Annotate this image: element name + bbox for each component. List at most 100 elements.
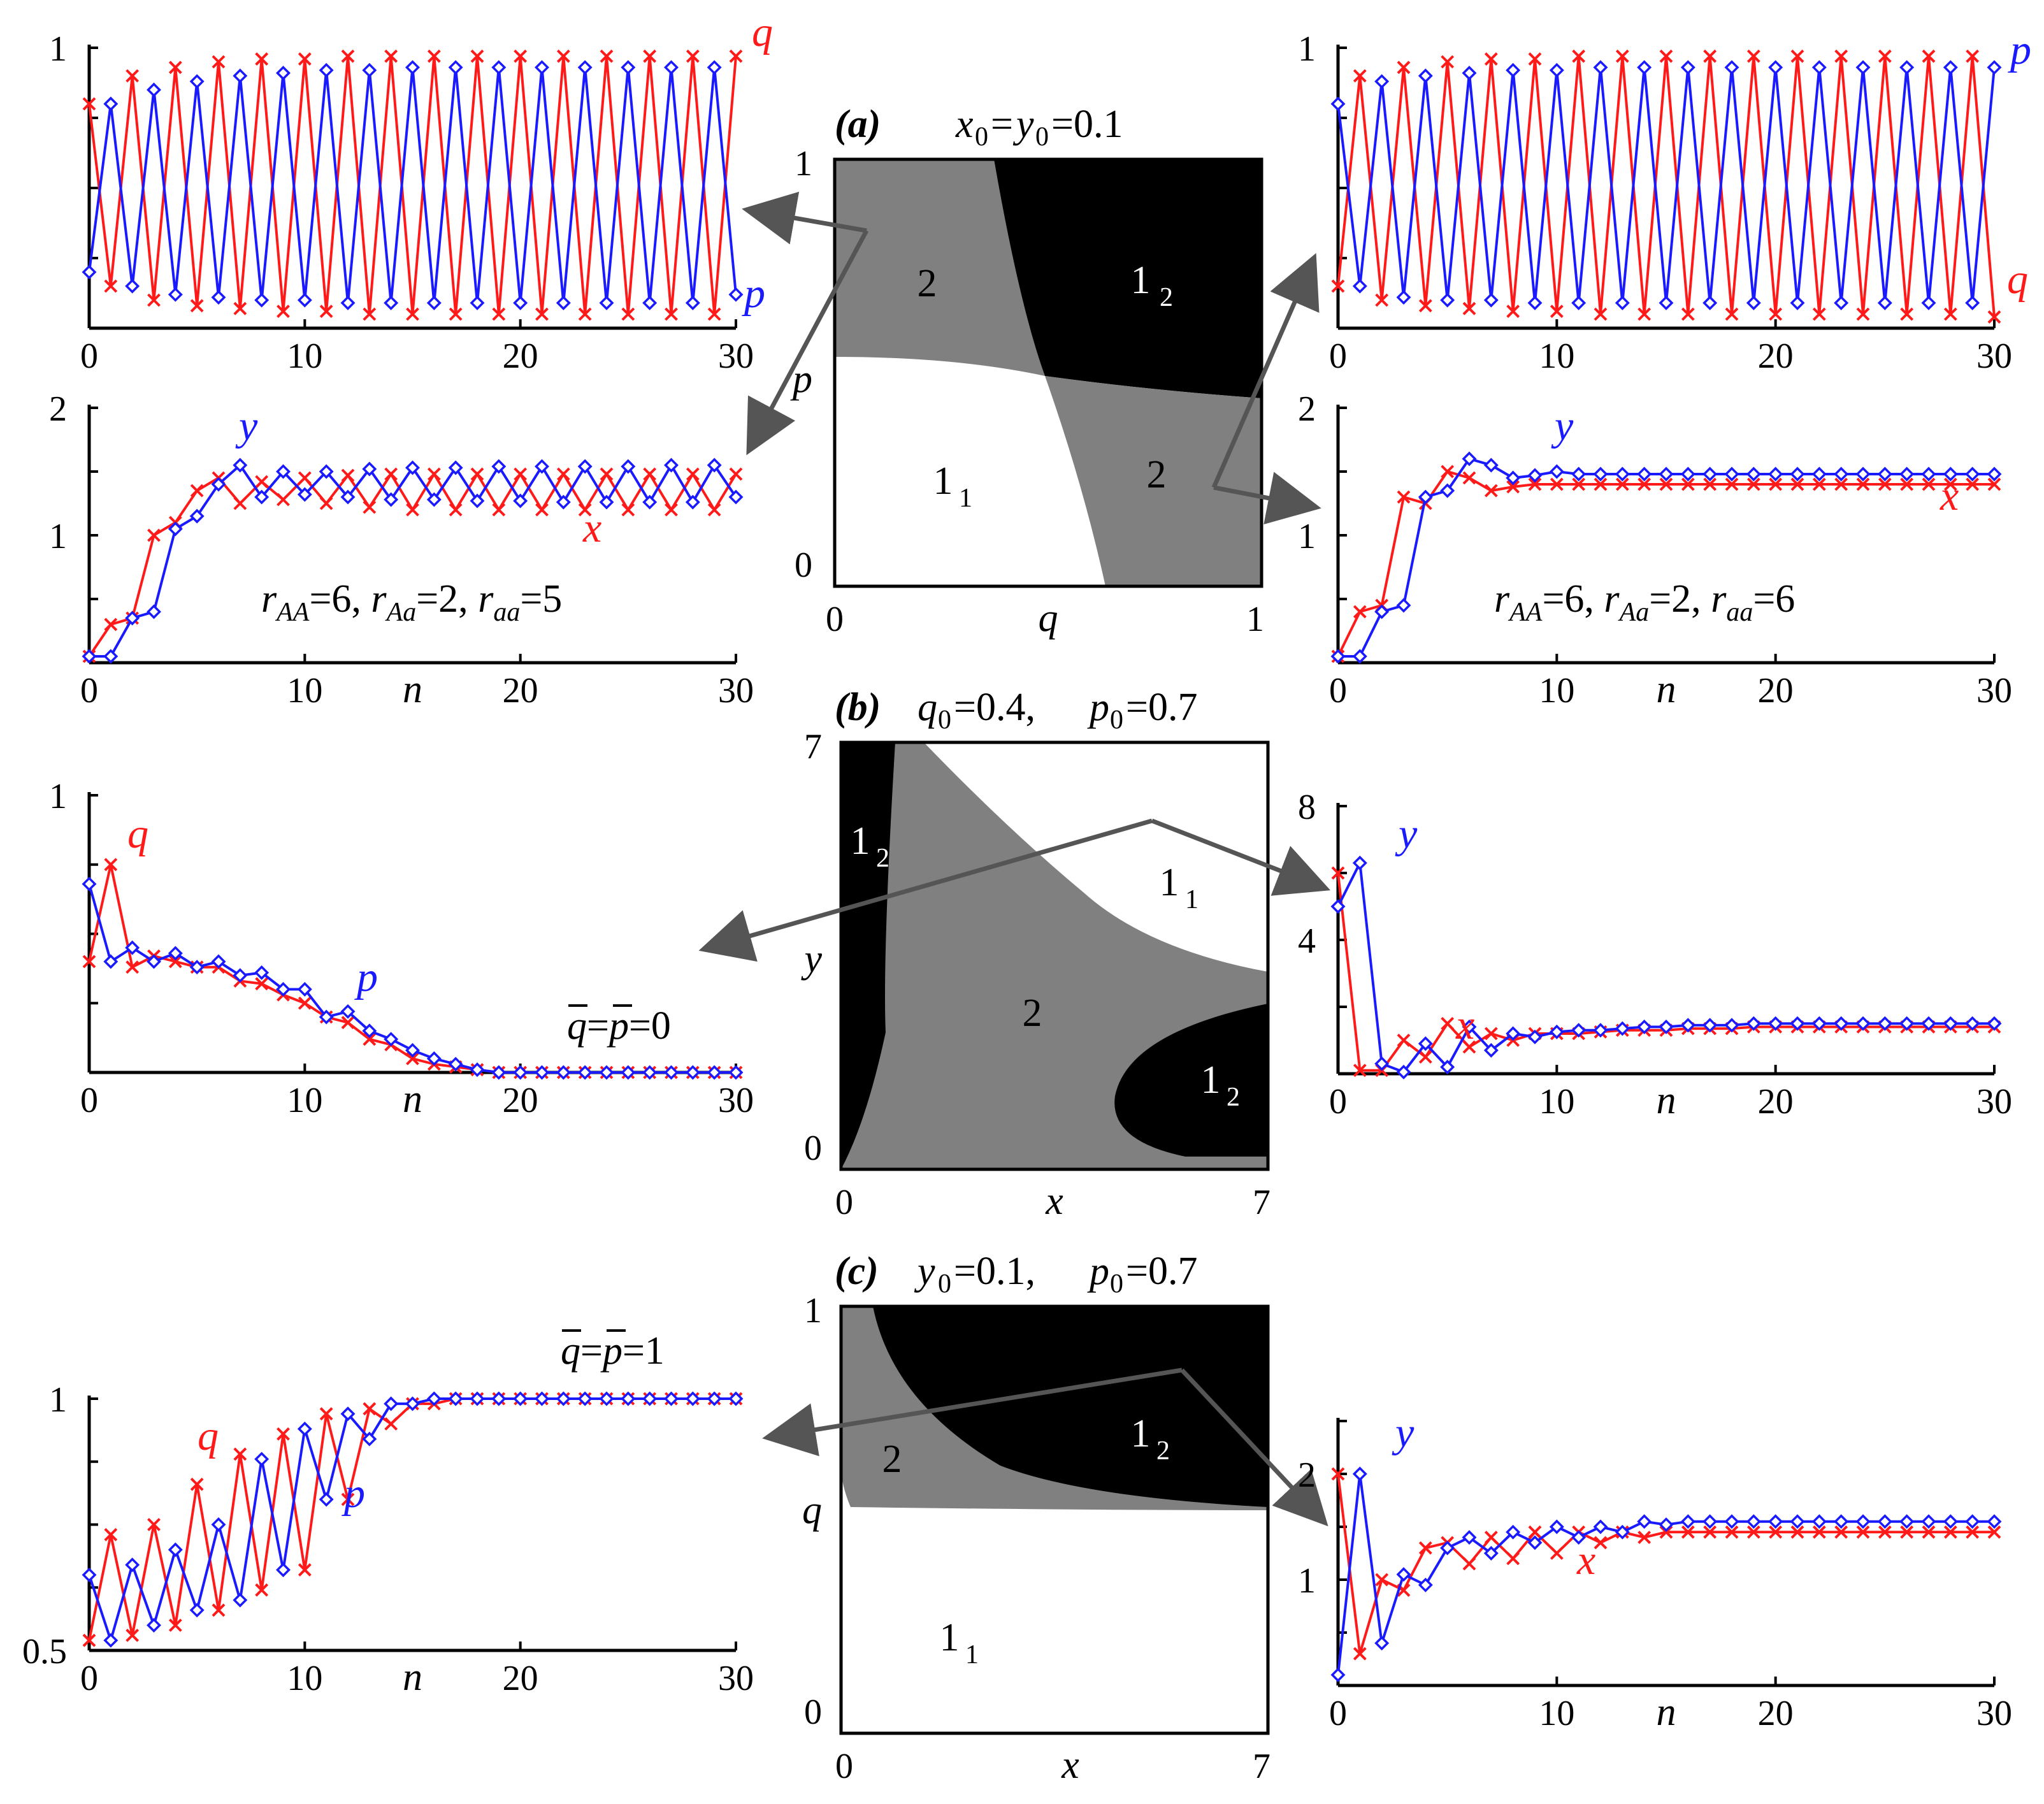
region-c-label-12-main: 1 <box>1131 1412 1151 1455</box>
params-right-v3: =6 <box>1753 577 1795 621</box>
series-point-y <box>535 459 549 474</box>
series-point-p <box>254 965 270 980</box>
series-point-q <box>707 307 721 321</box>
series-point-p <box>1921 295 1936 310</box>
region-b-title-pv: =0.7 <box>1126 686 1197 729</box>
region-b-title-q: q <box>918 686 937 729</box>
region-c-title: (c) y 0 =0.1, p 0 =0.7 <box>835 1250 1197 1299</box>
region-b-title-qv: =0.4, <box>954 686 1035 729</box>
series-point-q <box>665 307 678 321</box>
series-point-q <box>255 977 269 991</box>
series-point-p <box>707 1065 722 1080</box>
series-point-p <box>664 1065 679 1080</box>
series-point-q <box>1375 293 1389 307</box>
y-tick-label: 1 <box>1298 517 1316 556</box>
series-point-y <box>1593 1023 1608 1038</box>
params-left-v1: =6, <box>309 577 371 621</box>
series-point-p <box>599 295 614 310</box>
series-line-q <box>88 1397 736 1641</box>
series-point-p <box>189 960 205 975</box>
series-point-y <box>1330 1667 1346 1682</box>
x-tick-label: 30 <box>718 1081 754 1120</box>
series-point-y <box>1571 466 1587 482</box>
series-point-q <box>255 52 269 66</box>
series-point-x <box>1987 1525 2001 1539</box>
series-point-y <box>1680 1018 1695 1033</box>
x-tick-label: 30 <box>1976 336 2012 376</box>
series-point-y <box>1987 466 2002 482</box>
ts-panel-a-right-bottom: 0 10 20 30 1 2 n y x <box>1298 389 2012 711</box>
series-point-x <box>1943 1525 1957 1539</box>
series-point-y <box>319 464 334 479</box>
series-point-y <box>1943 466 1958 482</box>
region-c-title-yv: =0.1, <box>954 1250 1035 1293</box>
series-point-q <box>82 955 96 969</box>
ts-panel-c-right: 0 10 20 30 1 2 n y x <box>1298 1410 2012 1734</box>
x-tick-label: 0 <box>1329 1082 1347 1122</box>
series-point-y <box>1877 1016 1892 1031</box>
series-point-q <box>233 301 247 315</box>
series-point-p <box>535 1391 549 1406</box>
series-point-q <box>233 1447 247 1461</box>
series-point-p <box>556 1391 571 1406</box>
series-point-y <box>1637 466 1652 482</box>
series-point-y <box>1549 464 1564 479</box>
series-point-q <box>1922 49 1936 63</box>
limit-zero-q: q <box>567 1004 587 1048</box>
series-point-q <box>126 69 140 83</box>
series-point-p <box>1593 60 1608 75</box>
region-b-xlabel: x <box>1045 1180 1063 1223</box>
series-point-x <box>1397 490 1411 504</box>
series-point-y <box>577 459 593 474</box>
series-point-x <box>1769 477 1783 491</box>
series-point-p <box>535 60 549 75</box>
series-point-q <box>126 960 140 974</box>
series-point-y <box>1768 466 1783 482</box>
series-point-x <box>1528 1525 1542 1539</box>
region-b-ylabel: y <box>800 937 822 981</box>
series-line-x <box>1337 1473 1994 1654</box>
x-axis-label: n <box>403 668 422 711</box>
series-point-p <box>82 264 97 280</box>
region-c-xtick-right: 7 <box>1253 1747 1270 1786</box>
series-point-x <box>1594 1536 1608 1550</box>
series-point-y <box>405 460 420 475</box>
series-point-y <box>1724 1018 1739 1033</box>
x-tick-label: 30 <box>718 1659 754 1698</box>
series-point-p <box>233 968 248 983</box>
series-point-q <box>1397 61 1411 75</box>
series-point-y <box>1811 1514 1827 1529</box>
series-point-p <box>362 62 377 78</box>
series-point-q <box>126 1628 140 1642</box>
series-point-x <box>1790 1525 1804 1539</box>
arrow-a-to-right-top <box>1211 253 1320 489</box>
series-point-p <box>319 62 334 78</box>
series-point-x <box>621 503 635 517</box>
series-point-y <box>340 489 356 505</box>
series-point-x <box>406 503 419 517</box>
series-point-q <box>686 49 700 63</box>
series-point-x <box>1769 1525 1783 1539</box>
series-point-p <box>707 1391 722 1406</box>
series-point-x <box>707 503 721 517</box>
series-point-q <box>1987 310 2001 324</box>
y-tick-label: 0.5 <box>22 1632 67 1671</box>
limit-one-p: p <box>600 1329 623 1373</box>
params-right-s1: AA <box>1508 598 1543 627</box>
region-b-label-2: 2 <box>1023 992 1042 1035</box>
series-point-x <box>1725 477 1739 491</box>
params-left-s1: AA <box>275 598 310 627</box>
series-point-q <box>1659 49 1673 63</box>
series-point-q <box>514 49 528 63</box>
limit-one-text: q=p=1 <box>561 1329 665 1373</box>
series-point-q <box>1637 307 1652 321</box>
series-point-p <box>664 60 679 75</box>
region-c-xlabel: x <box>1061 1743 1079 1787</box>
series-point-q <box>427 49 441 63</box>
region-c-title-y: y <box>914 1250 935 1293</box>
ts-panel-c-left: 0 10 20 30 0.5 1 n q p <box>22 1380 754 1699</box>
x-tick-label: 10 <box>1539 1694 1574 1733</box>
series-point-x <box>1659 477 1673 491</box>
series-point-p <box>556 1065 571 1080</box>
